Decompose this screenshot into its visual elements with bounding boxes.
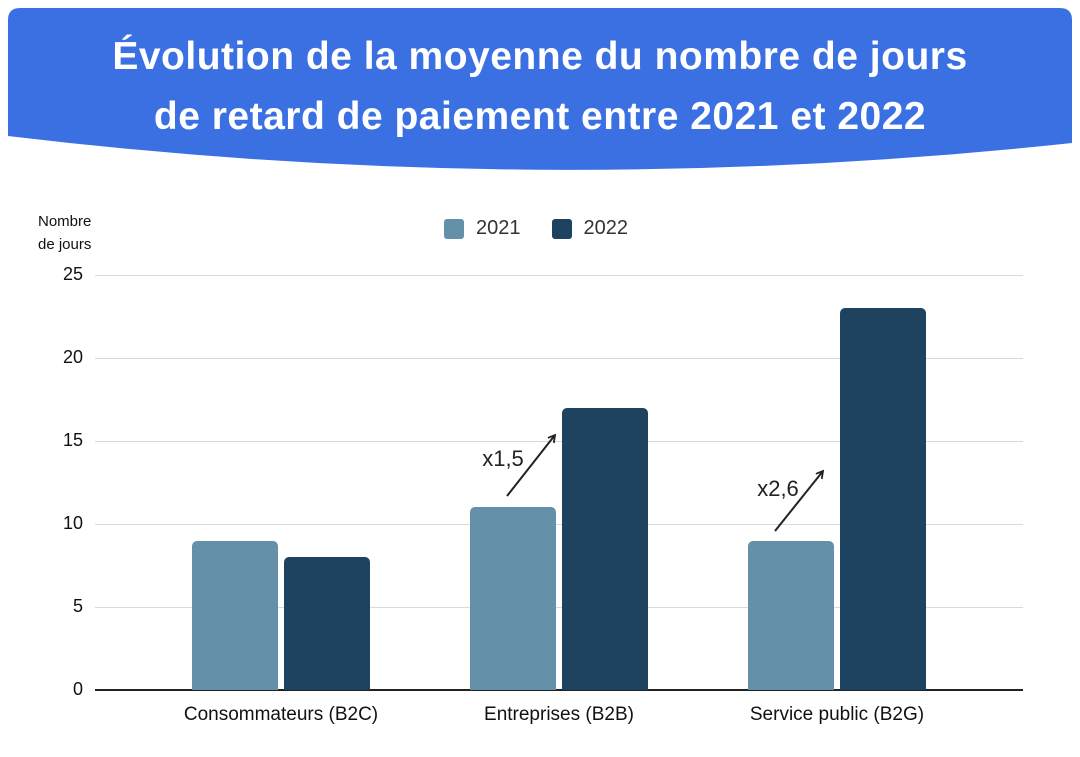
gridline-y15 xyxy=(95,441,1023,442)
y-tick-label-5: 5 xyxy=(72,596,83,616)
annotation-multiplier-b2g: x2,6 xyxy=(757,476,799,501)
legend-label-2022: 2022 xyxy=(583,217,629,239)
legend-item-2022: 2022 xyxy=(551,217,629,240)
legend: 2021 2022 xyxy=(444,217,659,240)
gridline-y25 xyxy=(95,275,1023,276)
y-tick-label-20: 20 xyxy=(62,347,83,367)
x-category-label-1: Consommateurs (B2C) xyxy=(183,704,379,725)
header-banner xyxy=(8,8,1072,170)
x-category-label-2: Entreprises (B2B) xyxy=(484,704,634,725)
x-axis-line xyxy=(95,689,1023,691)
legend-swatch-2021 xyxy=(444,218,464,239)
legend-swatch-2022 xyxy=(551,218,572,239)
banner-shape xyxy=(8,8,1072,170)
chart-title-line2: de retard de paiement entre 2021 et 2022 xyxy=(153,95,927,138)
bar-2021-service-public-b2g- xyxy=(748,540,834,690)
y-tick-label-15: 15 xyxy=(62,430,83,450)
annotation-multiplier-b2b: x1,5 xyxy=(482,446,524,471)
y-axis-title: Nombre de jours xyxy=(38,213,92,253)
legend-item-2021: 2021 xyxy=(444,217,521,240)
legend-label-2021: 2021 xyxy=(476,217,521,239)
y-tick-label-0: 0 xyxy=(72,679,83,699)
chart-title-line1: Évolution de la moyenne du nombre de jou… xyxy=(112,35,968,78)
bar-2021-entreprises-b2b- xyxy=(470,507,556,690)
gridline-y20 xyxy=(95,358,1023,359)
gridline-y5 xyxy=(95,607,1023,608)
x-category-label-3: Service public (B2G) xyxy=(749,704,925,725)
y-tick-label-10: 10 xyxy=(62,513,83,533)
bar-2022-entreprises-b2b- xyxy=(562,407,648,690)
bar-2022-service-public-b2g- xyxy=(840,308,926,690)
y-tick-label-25: 25 xyxy=(62,264,83,284)
chart-title: Évolution de la moyenne du nombre de jou… xyxy=(0,27,1080,147)
gridline-y10 xyxy=(95,524,1023,525)
bar-2022-consommateurs-b2c- xyxy=(284,557,370,690)
bar-2021-consommateurs-b2c- xyxy=(192,540,278,690)
